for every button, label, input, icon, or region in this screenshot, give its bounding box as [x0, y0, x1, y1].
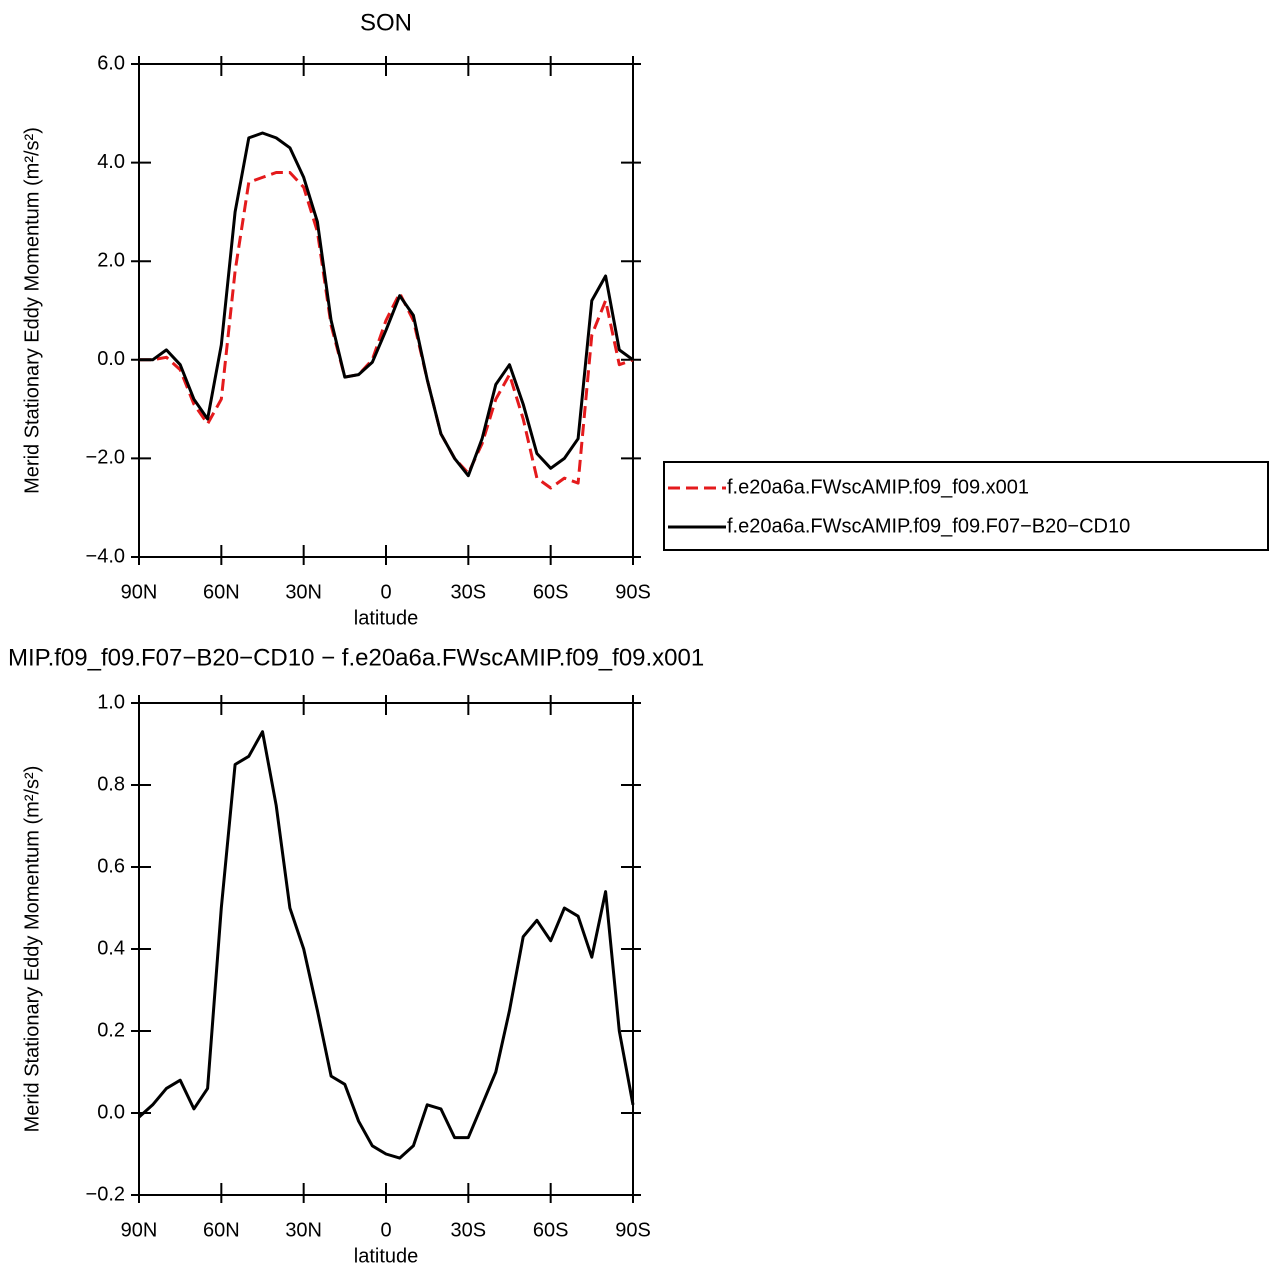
- y-axis-label: Merid Stationary Eddy Momentum (m²/s²): [21, 766, 43, 1133]
- x-tick-label: 60S: [533, 1219, 569, 1241]
- data-line: [139, 131, 634, 478]
- y-tick-label: 0.6: [97, 855, 125, 877]
- y-tick-label: 0.4: [97, 937, 125, 959]
- y-tick-label: 1.0: [97, 691, 125, 713]
- y-tick-label: 2.0: [97, 249, 125, 271]
- x-tick-label: 30N: [285, 581, 322, 603]
- y-tick-label: 0.2: [97, 1019, 125, 1041]
- y-tick-label: −4.0: [86, 545, 125, 567]
- data-line: [137, 730, 635, 1160]
- y-tick-label: 6.0: [97, 52, 125, 74]
- y-tick-label: 0.0: [97, 348, 125, 370]
- x-axis-label: latitude: [354, 1245, 419, 1267]
- y-tick-label: −2.0: [86, 447, 125, 469]
- x-tick-label: 60S: [533, 581, 569, 603]
- legend-label: f.e20a6a.FWscAMIP.f09_f09.x001: [727, 476, 1029, 498]
- y-axis-label: Merid Stationary Eddy Momentum (m²/s²): [21, 127, 43, 494]
- y-tick-label: −0.2: [86, 1183, 125, 1205]
- y-tick-label: 0.0: [97, 1101, 125, 1123]
- x-tick-label: 90S: [615, 1219, 651, 1241]
- x-tick-label: 60N: [203, 1219, 240, 1241]
- data-line: [139, 171, 634, 490]
- legend-label: f.e20a6a.FWscAMIP.f09_f09.F07−B20−CD10: [727, 515, 1130, 537]
- x-tick-label: 90N: [121, 581, 158, 603]
- x-tick-label: 30S: [451, 581, 487, 603]
- y-tick-label: 0.8: [97, 773, 125, 795]
- x-tick-label: 0: [380, 581, 391, 603]
- y-tick-label: 4.0: [97, 151, 125, 173]
- x-tick-label: 30N: [285, 1219, 322, 1241]
- legend-box: [663, 461, 1269, 551]
- chart-title: MIP.f09_f09.F07−B20−CD10 − f.e20a6a.FWsc…: [8, 644, 704, 671]
- x-tick-label: 90S: [615, 581, 651, 603]
- chart-title: SON: [360, 9, 412, 36]
- x-axis-label: latitude: [354, 607, 419, 629]
- x-tick-label: 30S: [451, 1219, 487, 1241]
- x-tick-label: 60N: [203, 581, 240, 603]
- plot-frame: [138, 702, 634, 1196]
- x-tick-label: 0: [380, 1219, 391, 1241]
- x-tick-label: 90N: [121, 1219, 158, 1241]
